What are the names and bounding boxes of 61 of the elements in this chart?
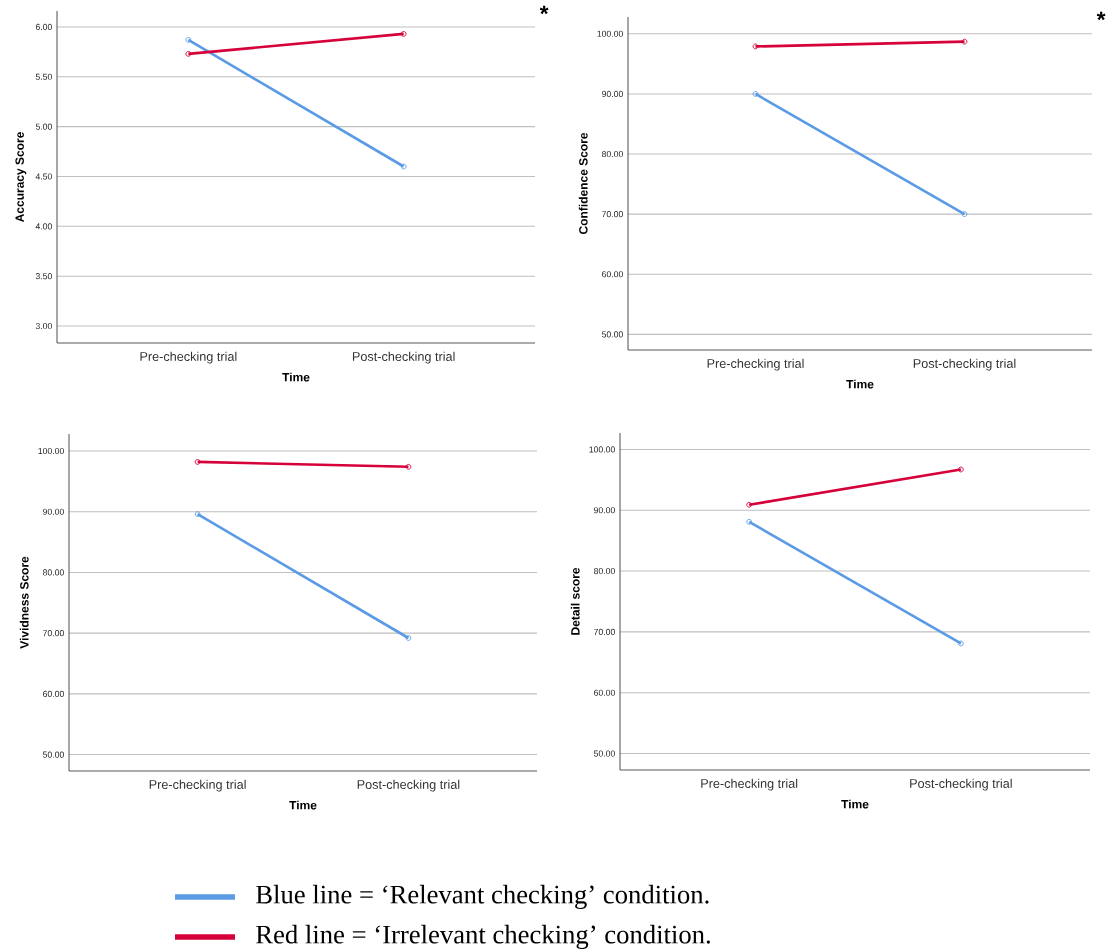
x-axis-title: Time (846, 379, 874, 389)
x-axis-title: Time (282, 372, 310, 382)
y-tick-label: 100.00 (38, 447, 64, 455)
y-tick-label: 70.00 (43, 630, 64, 637)
y-tick-label: 50.00 (593, 750, 615, 757)
y-tick-label: 3.50 (35, 273, 52, 280)
point (194, 459, 201, 465)
legend-label: Red line = ‘Irrelevant checking’ condition. (256, 924, 710, 950)
x-tick-label: Pre-checking trial (701, 778, 798, 791)
y-tick-label: 4.00 (35, 223, 52, 230)
point (185, 37, 192, 43)
y-tick-label: 70.00 (602, 211, 623, 218)
point (405, 635, 412, 641)
x-tick-label: Pre-checking trial (707, 358, 804, 371)
y-tick-label: 80.00 (593, 568, 615, 575)
x-tick-label: Post-checking trial (352, 351, 455, 364)
y-tick-label: 100.00 (589, 446, 615, 453)
x-tick-label: Post-checking trial (357, 779, 460, 792)
point (957, 466, 964, 473)
point (961, 38, 968, 45)
y-tick-label: 90.00 (594, 507, 615, 514)
x-axis-title: Time (841, 799, 869, 809)
x-tick-label: Post-checking trial (913, 358, 1016, 371)
y-axis-title: Accuracy Score (15, 132, 27, 223)
point (400, 163, 407, 170)
x-tick-label: Pre-checking trial (140, 351, 237, 364)
point (185, 50, 192, 57)
y-tick-label: 60.00 (602, 271, 623, 278)
text: * (1096, 11, 1106, 21)
y-tick-label: 5.50 (35, 73, 52, 80)
y-tick-label: 5.00 (35, 123, 52, 130)
point (746, 501, 753, 508)
point (400, 31, 407, 37)
legend-label: Blue line = ‘Relevant checking’ condition. (256, 884, 709, 910)
y-tick-label: 90.00 (43, 508, 64, 515)
y-tick-label: 60.00 (594, 689, 615, 696)
x-axis-title: Time (289, 800, 317, 810)
point (194, 511, 201, 518)
y-tick-label: 50.00 (42, 751, 64, 758)
y-tick-label: 80.00 (42, 569, 64, 576)
y-axis-title: Confidence Score (578, 132, 588, 234)
x-tick-label: Post-checking trial (910, 778, 1012, 791)
point (405, 463, 412, 470)
x-tick-label: Pre-checking trial (149, 779, 246, 792)
y-tick-label: 50.00 (601, 331, 623, 338)
point (957, 640, 964, 647)
y-tick-label: 90.00 (602, 90, 623, 97)
point (961, 211, 968, 218)
point (752, 91, 759, 97)
y-tick-label: 4.50 (35, 173, 52, 180)
y-tick-label: 3.00 (35, 322, 52, 330)
y-axis-title: Detail score (570, 567, 580, 635)
y-tick-label: 70.00 (594, 628, 615, 635)
y-axis-title: Vividness Score (19, 556, 29, 649)
y-tick-label: 100.00 (597, 30, 623, 37)
y-tick-label: 80.00 (601, 150, 623, 158)
y-tick-label: 6.00 (35, 23, 52, 30)
text: * (539, 5, 549, 15)
point (752, 43, 759, 50)
y-tick-label: 60.00 (43, 690, 64, 697)
point (746, 518, 753, 525)
